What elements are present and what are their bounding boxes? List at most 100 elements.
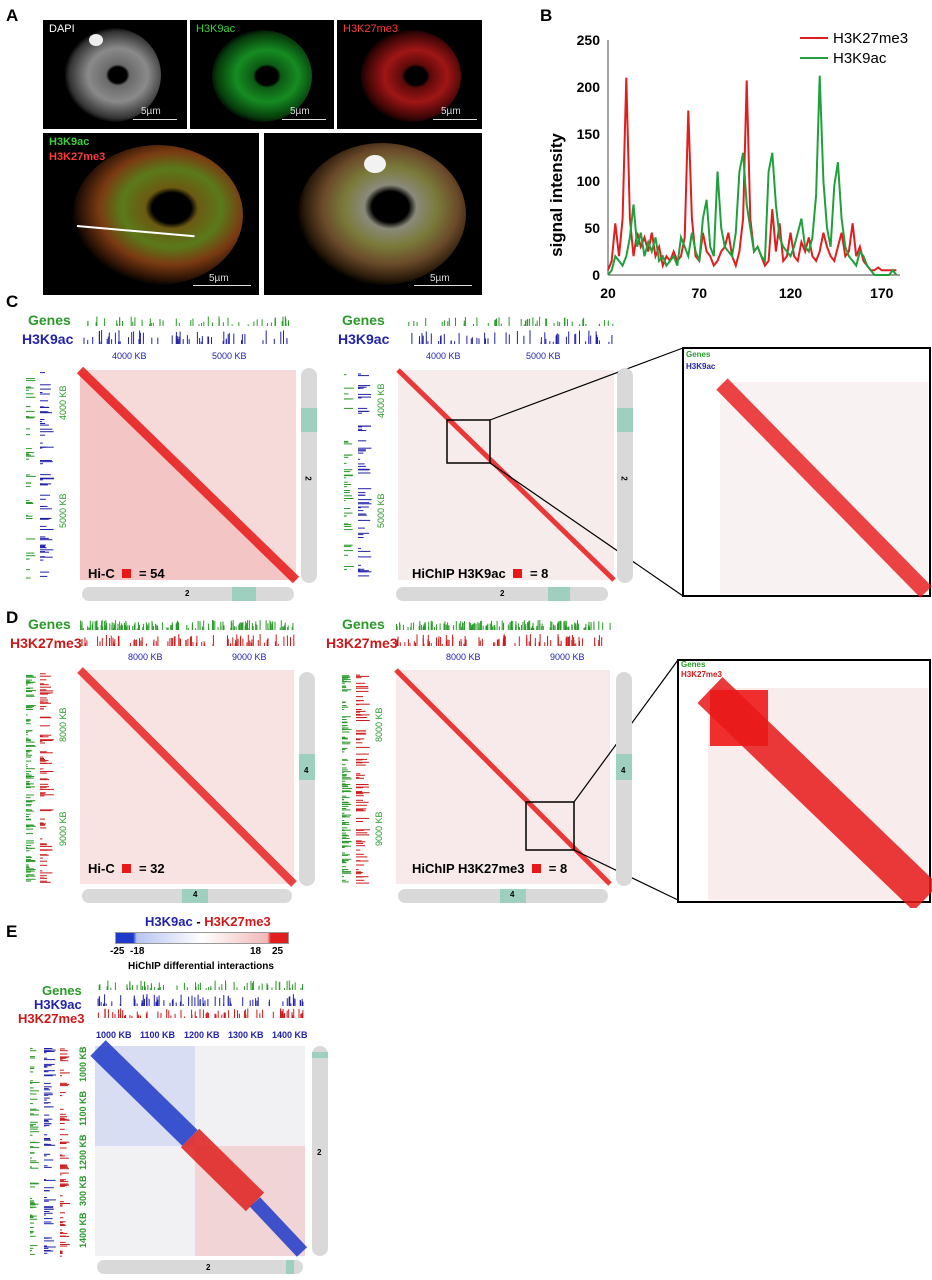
h3k9ac-bar xyxy=(358,547,361,549)
h3k27me3-bar xyxy=(112,1011,114,1018)
gene-bar xyxy=(342,820,345,821)
gene-bar xyxy=(575,626,577,630)
h3k9ac-bar xyxy=(142,994,144,1006)
gene-bar xyxy=(26,842,34,844)
h3k27me3-bar xyxy=(145,1013,147,1018)
h3k27me3-bar xyxy=(293,634,295,646)
h3k27me3-bar xyxy=(40,786,49,788)
gene-bar xyxy=(214,980,216,990)
gene-bar xyxy=(566,627,568,630)
h3k9ac-bar xyxy=(44,1074,56,1076)
h3k27me3-bar xyxy=(40,673,46,675)
h3k27me3-bar xyxy=(105,643,107,646)
gene-bar xyxy=(26,781,31,783)
h3k9ac-bar xyxy=(202,997,204,1006)
gene-bar xyxy=(568,626,570,630)
h3k9ac-bar xyxy=(44,1155,47,1157)
gene-bar xyxy=(157,987,159,990)
gene-bar xyxy=(26,784,30,786)
gene-bar xyxy=(267,628,269,630)
gene-bar xyxy=(26,389,29,391)
h3k9ac-bar xyxy=(40,544,46,546)
h3k9ac-bar xyxy=(188,996,190,1006)
gene-bar xyxy=(590,622,592,630)
h3k27me3-bar xyxy=(234,1009,235,1018)
h3k27me3-bar xyxy=(293,1008,295,1018)
h3k9ac-bar xyxy=(598,340,600,344)
h3k9ac-bar xyxy=(44,1118,53,1120)
h3k9ac-bar xyxy=(301,998,303,1006)
gene-bar xyxy=(275,980,277,990)
gene-bar xyxy=(527,318,529,326)
h3k9ac-bar xyxy=(505,332,507,344)
h3k27me3-bar xyxy=(40,857,43,859)
gene-bar xyxy=(26,691,33,692)
h3k27me3-bar xyxy=(60,1139,62,1141)
gene-bar xyxy=(407,626,409,630)
gene-bar xyxy=(585,623,587,630)
gene-bar xyxy=(30,1087,34,1089)
h3k9ac-bar xyxy=(358,458,361,460)
h3k9ac-bar xyxy=(156,996,158,1006)
h3k27me3-bar xyxy=(60,1083,70,1085)
gene-bar xyxy=(195,982,196,990)
h3k9ac-bar xyxy=(44,1187,54,1189)
c-left-legend: Hi-C = 54 xyxy=(88,566,165,581)
gene-bar xyxy=(342,822,349,823)
gene-bar xyxy=(26,861,36,863)
gene-bar xyxy=(208,623,210,630)
gene-bar xyxy=(246,982,248,990)
gene-bar xyxy=(419,623,421,630)
h3k27me3-bar xyxy=(422,638,424,646)
h3k27me3-bar xyxy=(232,637,234,646)
h3k27me3-bar xyxy=(60,1092,66,1094)
gene-bar xyxy=(423,625,425,630)
h3k9ac-bar xyxy=(358,570,369,572)
h3k9ac-bar xyxy=(44,1252,48,1254)
gene-bar xyxy=(463,622,465,630)
gene-bar xyxy=(159,319,161,326)
gene-bar xyxy=(26,847,28,848)
gene-bar xyxy=(30,1204,36,1206)
h3k27me3-bar xyxy=(598,640,600,646)
gene-bar xyxy=(413,321,415,326)
gene-bar xyxy=(241,622,243,630)
gene-bar xyxy=(284,625,286,630)
scale-bar xyxy=(193,285,251,286)
gene-bar xyxy=(109,623,111,630)
gene-bar xyxy=(26,682,34,684)
gene-bar xyxy=(342,872,352,874)
h3k27me3-bar xyxy=(356,709,362,710)
gene-bar xyxy=(498,317,500,326)
gene-bar xyxy=(162,320,164,326)
gene-bar xyxy=(156,625,158,630)
x-tick-label: 70 xyxy=(691,285,707,301)
gene-bar xyxy=(30,1126,39,1128)
h3k27me3-bar xyxy=(60,1164,68,1166)
h3k9ac-bar xyxy=(440,336,441,344)
gene-bar xyxy=(26,676,36,678)
h3k9ac-bar xyxy=(358,537,364,538)
h3k9ac-bar xyxy=(358,412,362,414)
h3k27me3-bar xyxy=(196,635,198,646)
y-tick-label: 100 xyxy=(577,173,601,189)
h3k9ac-bar xyxy=(358,527,365,529)
gene-bar xyxy=(342,812,345,814)
h3k9ac-bar xyxy=(44,1089,51,1091)
h3k27me3-bar xyxy=(283,636,285,646)
gene-bar xyxy=(26,800,34,802)
h3k9ac-bar xyxy=(44,1138,51,1140)
y-tick-label: 200 xyxy=(577,79,601,95)
gene-bar xyxy=(602,622,604,630)
h3k9ac-bar xyxy=(358,575,370,577)
h3k27me3-bar xyxy=(448,639,450,646)
y-tick-label: 0 xyxy=(592,267,600,283)
gene-bar xyxy=(342,854,350,856)
gene-bar xyxy=(127,987,128,990)
gene-bar xyxy=(342,834,348,836)
gene-bar xyxy=(138,624,140,630)
h3k27me3-bar xyxy=(136,1011,138,1018)
gene-bar xyxy=(170,625,172,630)
gene-bar xyxy=(223,625,225,630)
h3k27me3-bar xyxy=(356,873,362,875)
